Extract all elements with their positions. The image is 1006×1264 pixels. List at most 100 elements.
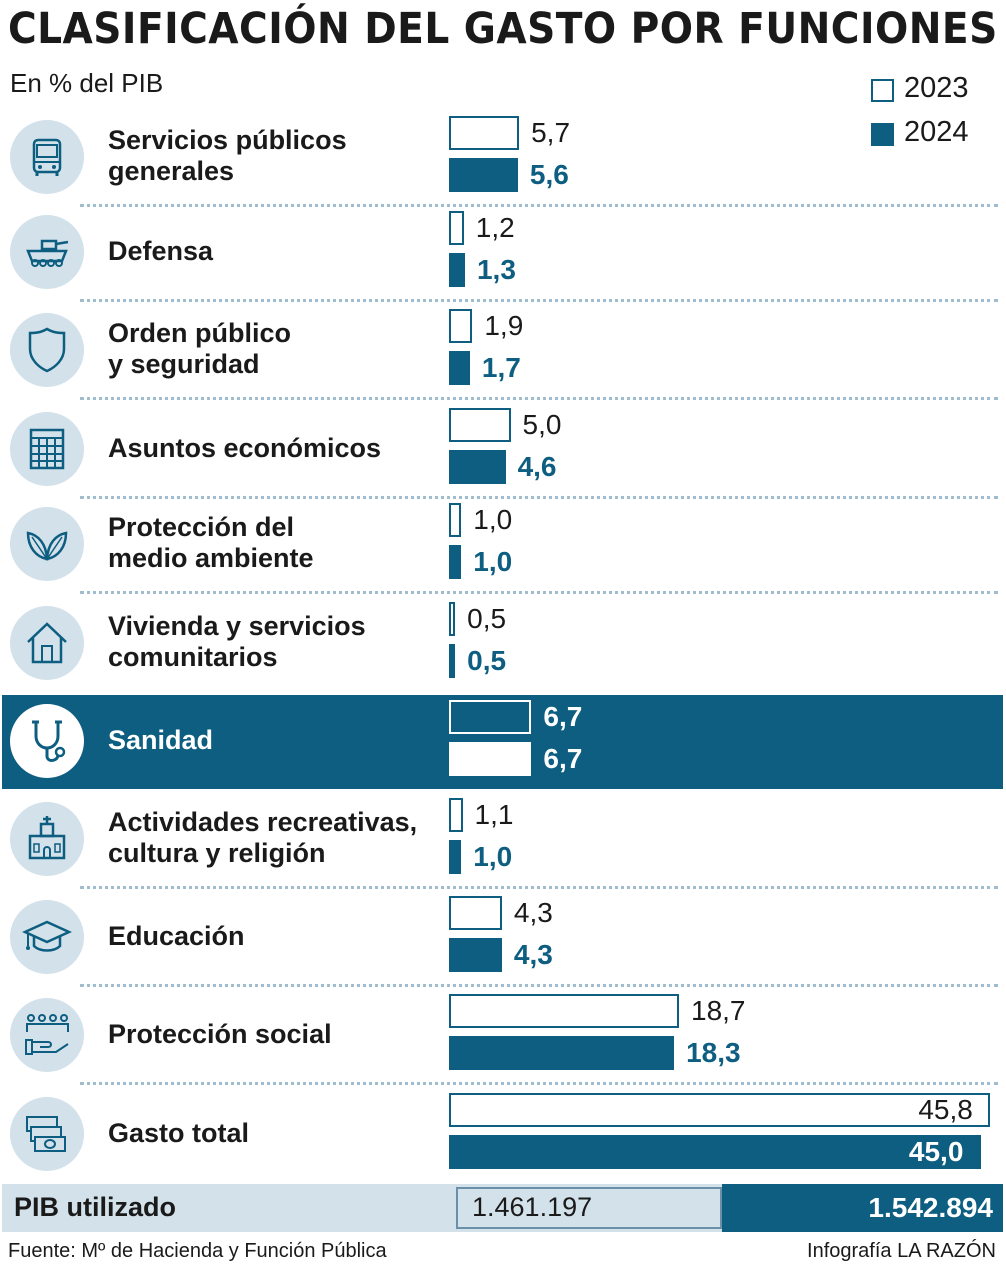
- bar-2023-gasto-total: [449, 1093, 991, 1127]
- bar-2023-educacion: [449, 896, 502, 930]
- legend-label-2024: 2024: [904, 116, 969, 148]
- pib-label: PIB utilizado: [14, 1192, 176, 1222]
- row-separator: [80, 496, 998, 499]
- category-label: Vivienda y servicios comunitarios: [108, 611, 366, 673]
- bar-2024-asuntos-economicos: [449, 450, 506, 484]
- value-label-2024-asuntos-economicos: 4,6: [517, 451, 557, 482]
- value-label-2023-proteccion-social: 18,7: [691, 995, 746, 1026]
- bar-2023-defensa: [449, 211, 464, 245]
- value-label-2023-educacion: 4,3: [513, 897, 553, 928]
- value-label-2023-sanidad: 6,7: [543, 701, 583, 732]
- category-label-line: generales: [108, 156, 235, 186]
- category-label-line: comunitarios: [108, 642, 278, 672]
- category-row-proteccion-social: Protección social 18,7 18,3: [0, 988, 1006, 1080]
- value-label-2023-orden-publico-y-seguridad: 1,9: [484, 310, 524, 341]
- value-label-2024-vivienda-y-servicios-comunitarios: 0,5: [467, 645, 507, 676]
- house-icon: [10, 606, 84, 680]
- value-label-2024-servicios-publicos-generales: 5,6: [529, 159, 569, 190]
- bar-2024-proteccion-social: [449, 1036, 675, 1070]
- chart-subtitle: En % del PIB: [10, 68, 164, 98]
- legend-label-2023: 2023: [904, 72, 969, 104]
- bar-2024-gasto-total: [449, 1135, 981, 1169]
- category-label: Actividades recreativas, cultura y religi…: [108, 807, 417, 869]
- pib-2024-value: 1.542.894: [868, 1192, 993, 1223]
- category-row-defensa: Defensa 1,2 1,3: [0, 205, 1006, 297]
- category-row-servicios-publicos-generales: Servicios públicos generales 5,7 5,6: [0, 110, 1006, 202]
- bar-2023-vivienda-y-servicios-comunitarios: [449, 602, 456, 636]
- bar-2023-proteccion-del-medio-ambiente: [449, 503, 462, 537]
- category-label-line: Actividades recreativas,: [108, 807, 418, 837]
- category-label-line: Orden público: [108, 318, 292, 348]
- people-hand-icon: [10, 998, 84, 1072]
- money-stack-icon: [10, 1097, 84, 1171]
- value-label-2023-gasto-total: 45,8: [918, 1094, 973, 1125]
- category-label-line: Asuntos económicos: [108, 433, 382, 463]
- value-label-2023-actividades-recreativas-cultura-y-religion: 1,1: [474, 799, 514, 830]
- bar-2023-sanidad: [449, 700, 532, 734]
- credit-note: Infografía LA RAZÓN: [807, 1240, 996, 1262]
- shield-icon: [10, 313, 84, 387]
- value-label-2024-defensa: 1,3: [476, 254, 516, 285]
- bar-2023-actividades-recreativas-cultura-y-religion: [449, 798, 463, 832]
- bar-2024-defensa: [449, 253, 465, 287]
- value-label-2023-servicios-publicos-generales: 5,7: [531, 117, 571, 148]
- category-label: Gasto total: [108, 1118, 249, 1149]
- category-label-line: Protección del: [108, 512, 295, 542]
- bar-2023-proteccion-social: [449, 994, 679, 1028]
- chart-title: CLASIFICACIÓN DEL GASTO POR FUNCIONES: [8, 4, 998, 54]
- category-row-proteccion-del-medio-ambiente: Protección del medio ambiente 1,0 1,0: [0, 497, 1006, 589]
- row-separator: [80, 886, 998, 889]
- armored-vehicle-icon: [10, 215, 84, 289]
- category-label-line: cultura y religión: [108, 838, 326, 868]
- category-label: Defensa: [108, 236, 213, 267]
- calculator-icon: [10, 412, 84, 486]
- value-label-2024-orden-publico-y-seguridad: 1,7: [481, 352, 521, 383]
- value-label-2023-defensa: 1,2: [475, 212, 515, 243]
- bar-2024-servicios-publicos-generales: [449, 158, 518, 192]
- pib-2024-box: 1.542.894: [722, 1184, 1003, 1232]
- bar-2024-educacion: [449, 938, 502, 972]
- value-label-2024-proteccion-social: 18,3: [686, 1037, 741, 1068]
- value-label-2024-educacion: 4,3: [513, 939, 553, 970]
- legend-swatch-2023: [871, 79, 894, 102]
- bar-2024-actividades-recreativas-cultura-y-religion: [449, 840, 462, 874]
- category-label-line: Protección social: [108, 1019, 332, 1049]
- category-row-asuntos-economicos: Asuntos económicos 5,0 4,6: [0, 402, 1006, 494]
- category-row-gasto-total: Gasto total 45,8 45,0: [0, 1087, 1006, 1179]
- value-label-2024-sanidad: 6,7: [543, 743, 583, 774]
- row-separator: [80, 299, 998, 302]
- value-label-2023-proteccion-del-medio-ambiente: 1,0: [473, 504, 513, 535]
- category-label-line: Defensa: [108, 236, 214, 266]
- category-label: Asuntos económicos: [108, 433, 381, 464]
- category-row-educacion: Educación 4,3 4,3: [0, 890, 1006, 982]
- category-label-line: medio ambiente: [108, 543, 314, 573]
- category-label: Protección del medio ambiente: [108, 512, 314, 574]
- leaves-icon: [10, 507, 84, 581]
- category-label-line: Gasto total: [108, 1118, 250, 1148]
- category-label: Orden público y seguridad: [108, 318, 291, 380]
- bus-icon: [10, 120, 84, 194]
- bar-2024-vivienda-y-servicios-comunitarios: [449, 644, 456, 678]
- graduation-cap-icon: [10, 900, 84, 974]
- value-label-2023-vivienda-y-servicios-comunitarios: 0,5: [467, 603, 507, 634]
- category-label-line: Sanidad: [108, 725, 214, 755]
- category-label-line: Educación: [108, 921, 245, 951]
- category-row-orden-publico-y-seguridad: Orden público y seguridad 1,9 1,7: [0, 303, 1006, 395]
- category-label-line: Servicios públicos: [108, 125, 347, 155]
- value-label-2023-asuntos-economicos: 5,0: [522, 409, 562, 440]
- row-separator: [80, 397, 998, 400]
- category-row-actividades-recreativas-cultura-y-religion: Actividades recreativas, cultura y religi…: [0, 792, 1006, 884]
- church-icon: [10, 802, 84, 876]
- value-label-2024-proteccion-del-medio-ambiente: 1,0: [473, 546, 513, 577]
- row-separator: [80, 204, 998, 207]
- source-note: Fuente: Mº de Hacienda y Función Pública: [8, 1240, 387, 1262]
- bar-2023-orden-publico-y-seguridad: [449, 309, 473, 343]
- bar-2024-proteccion-del-medio-ambiente: [449, 545, 462, 579]
- category-label: Sanidad: [108, 725, 213, 756]
- category-label: Servicios públicos generales: [108, 125, 347, 187]
- bar-2023-asuntos-economicos: [449, 408, 511, 442]
- category-row-sanidad: Sanidad 6,7 6,7: [0, 694, 1006, 786]
- bar-2023-servicios-publicos-generales: [449, 116, 520, 150]
- legend-swatch-2024: [871, 123, 894, 146]
- pib-2023-value: 1.461.197: [472, 1192, 593, 1222]
